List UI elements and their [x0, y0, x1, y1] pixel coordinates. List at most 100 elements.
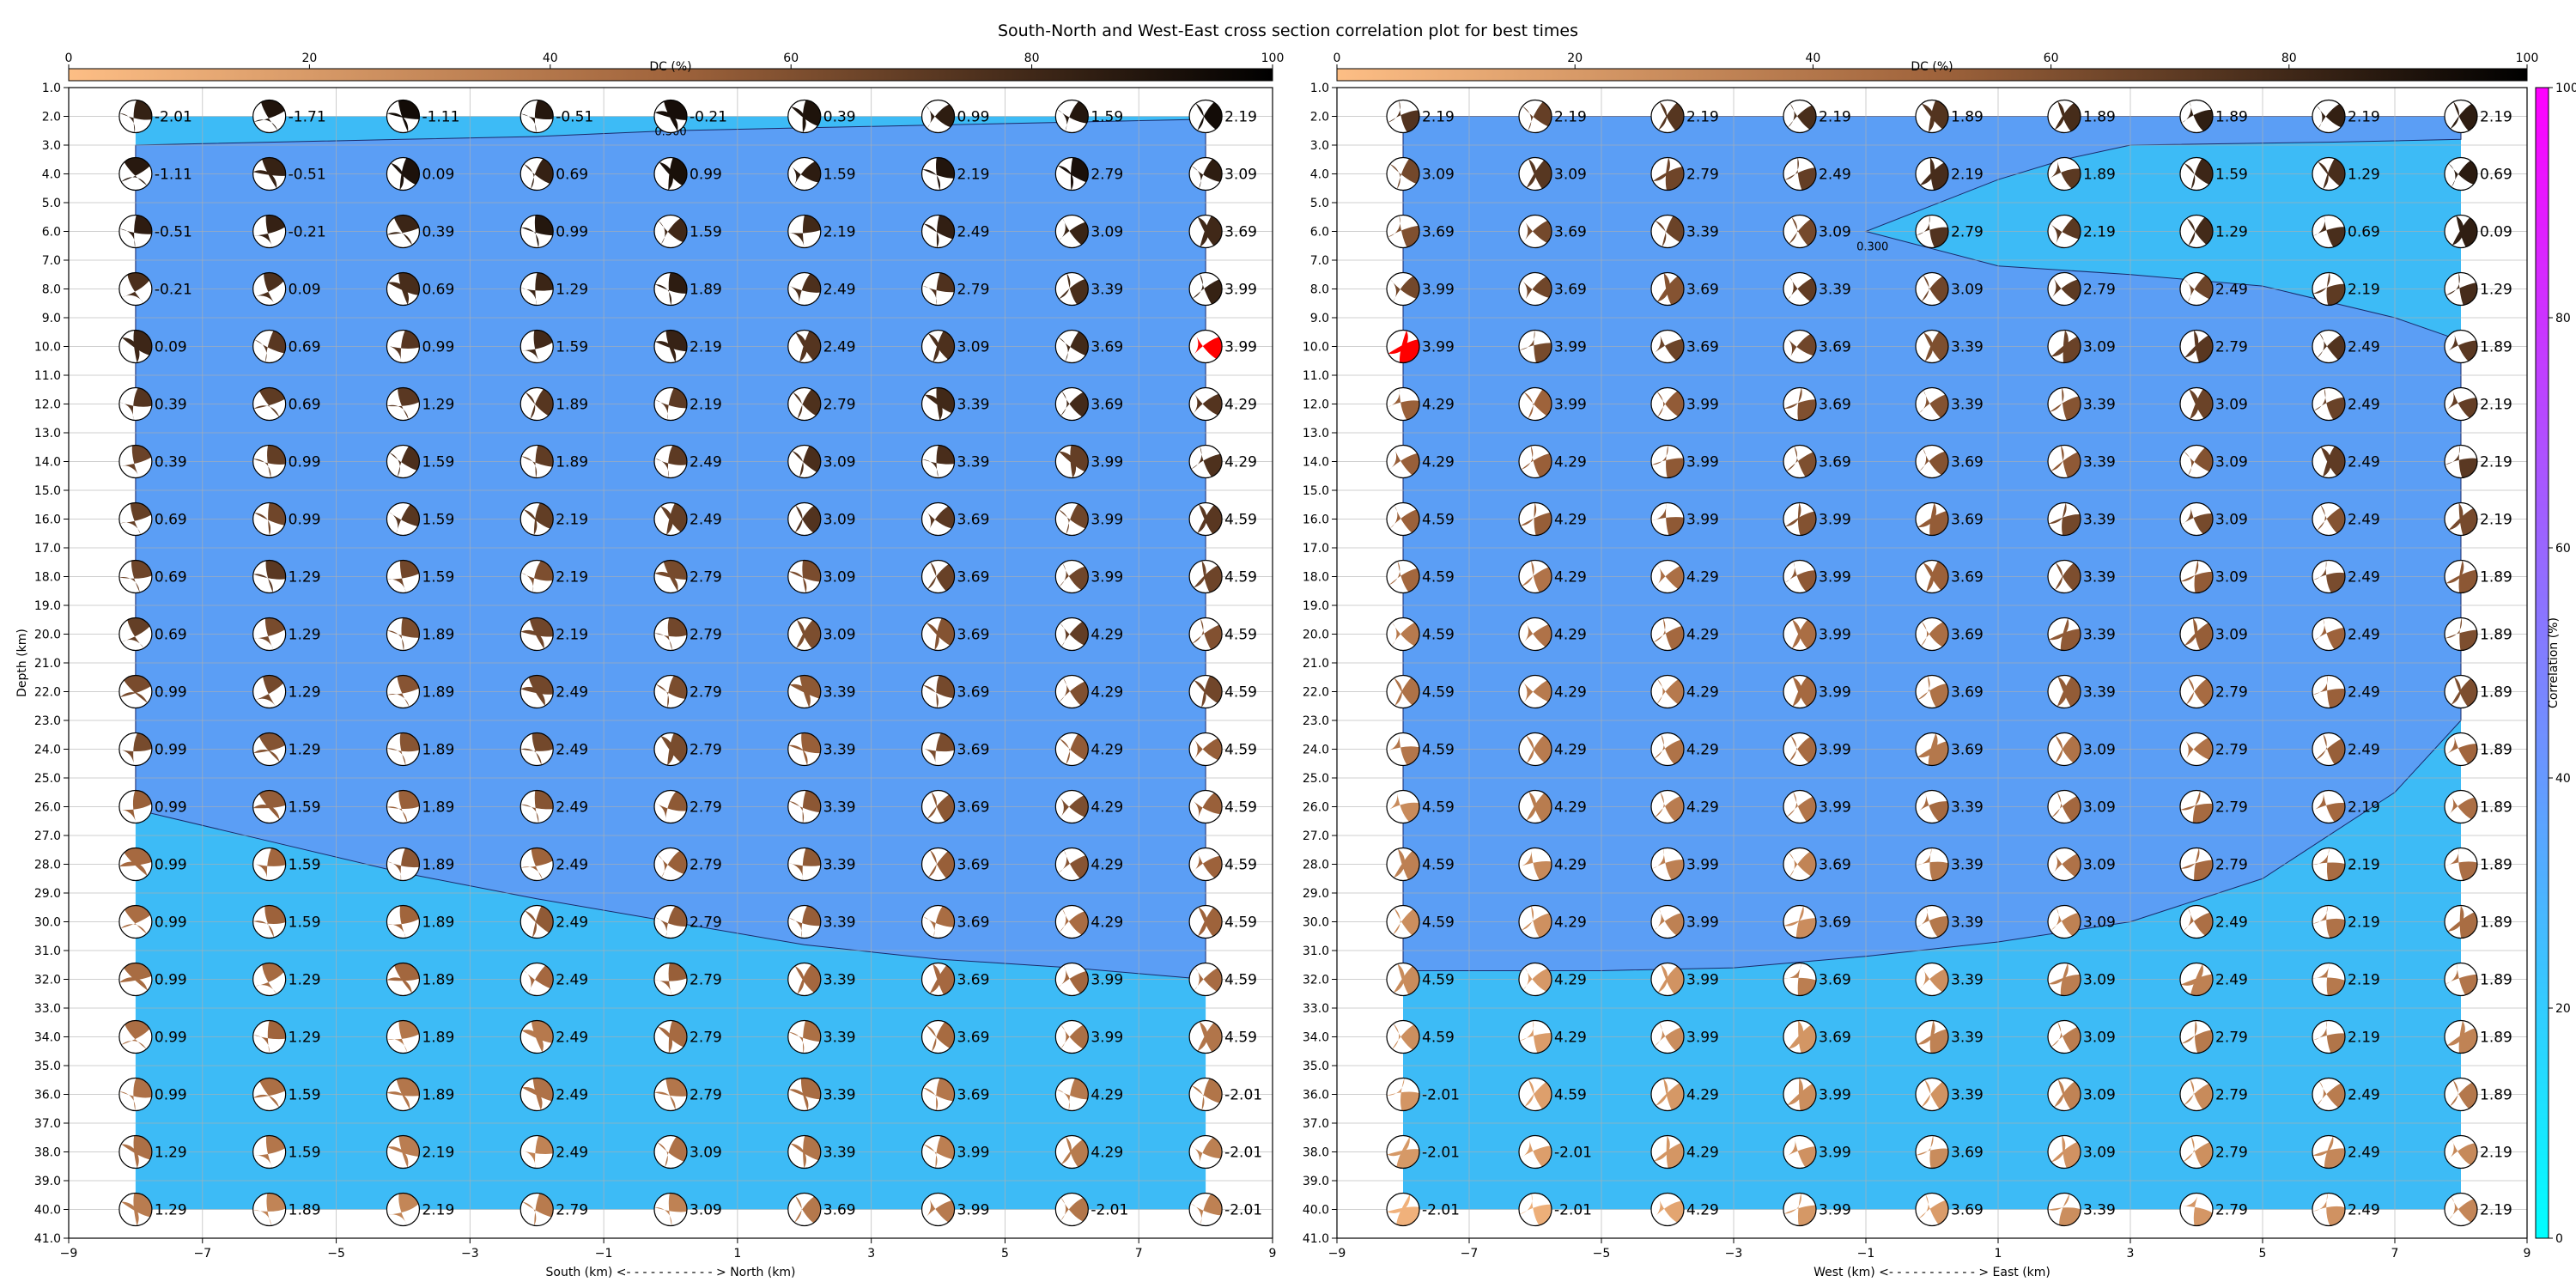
- we-time-label: 4.29: [1686, 742, 1719, 759]
- we-beachball: [1386, 789, 1420, 824]
- sn-beachball: [920, 99, 956, 134]
- sn-time-label: 3.09: [1224, 167, 1257, 184]
- sn-beachball-lobe: [386, 905, 420, 939]
- sn-beachball-outline: [653, 617, 688, 652]
- we-beachball: [2047, 1019, 2081, 1054]
- we-beachball: [1783, 329, 1817, 364]
- we-beachball-outline: [2047, 1192, 2081, 1227]
- we-time-label: 3.69: [1951, 1202, 1984, 1219]
- we-beachball-lobe: [2312, 1020, 2345, 1054]
- we-beachball: [2179, 962, 2214, 997]
- we-beachball-lobe: [1656, 391, 1684, 417]
- corr-tick-label-60: 60: [2555, 542, 2571, 556]
- sn-beachball-outline: [653, 847, 688, 882]
- we-time-label: 4.29: [1686, 569, 1719, 586]
- sn-time-label: 3.39: [823, 914, 856, 932]
- sn-beachball: [653, 99, 688, 134]
- we-beachball: [2312, 1192, 2346, 1227]
- we-beachball: [1386, 214, 1420, 249]
- sn-beachball: [1054, 1019, 1089, 1054]
- sn-beachball: [386, 444, 421, 479]
- sn-beachball-outline: [787, 214, 822, 249]
- we-beachball: [2312, 962, 2346, 997]
- sn-beachball-outline: [920, 962, 956, 997]
- sn-time-label: 3.99: [1091, 512, 1123, 529]
- we-beachball-lobe: [1655, 792, 1684, 822]
- dc-right-tick-label-60: 60: [2044, 52, 2059, 65]
- we-time-label: 4.59: [1422, 799, 1455, 817]
- sn-beachball-lobe: [1194, 676, 1223, 708]
- we-time-label: 3.99: [1686, 454, 1719, 471]
- we-xtick-label: 3: [2127, 1247, 2135, 1261]
- we-time-label: 3.09: [2083, 742, 2116, 759]
- we-beachball-lobe: [1785, 502, 1816, 536]
- we-beachball: [1915, 444, 1949, 479]
- we-beachball-lobe: [1387, 1194, 1419, 1226]
- correlation-colorbar-label: Correlation (%): [2547, 617, 2561, 708]
- we-beachball-lobe: [2317, 1081, 2345, 1108]
- sn-time-label: 0.99: [155, 972, 187, 989]
- we-time-label: 3.39: [1819, 282, 1851, 299]
- corr-tick-label-100: 100: [2555, 82, 2576, 95]
- sn-beachball: [386, 904, 421, 939]
- we-time-label: 2.49: [2215, 972, 2248, 989]
- sn-beachball-outline: [1188, 214, 1223, 249]
- sn-beachball-outline: [386, 271, 421, 307]
- sn-beachball-lobe: [654, 560, 687, 592]
- panel-south-north-grid: [68, 87, 1273, 1239]
- we-time-label: 2.19: [1686, 109, 1719, 126]
- sn-time-label: 3.39: [823, 1030, 856, 1047]
- we-beachball-outline: [2047, 617, 2081, 652]
- we-ytick-label: 16.0: [1303, 513, 1329, 527]
- sn-beachball: [118, 444, 153, 479]
- we-beachball-outline: [2312, 847, 2346, 882]
- we-beachball: [1915, 904, 1949, 939]
- sn-time-label: 2.49: [690, 512, 722, 529]
- sn-beachball-outline: [653, 904, 688, 939]
- sn-time-label: 2.19: [957, 167, 990, 184]
- sn-beachball: [787, 962, 822, 997]
- we-beachball-outline: [1518, 501, 1552, 537]
- we-beachball-lobe: [2050, 276, 2081, 301]
- sn-beachball: [1054, 1134, 1089, 1170]
- sn-beachball-lobe: [386, 330, 420, 363]
- sn-beachball-lobe: [654, 963, 687, 996]
- sn-beachball-lobe: [927, 562, 955, 592]
- sn-beachball-outline: [1188, 617, 1223, 652]
- we-time-label: 3.69: [1951, 454, 1984, 471]
- we-beachball-outline: [1650, 1192, 1685, 1227]
- we-beachball-lobe: [1656, 678, 1684, 705]
- we-ytick-label: 37.0: [1303, 1117, 1329, 1131]
- we-time-label: 2.79: [2215, 339, 2248, 356]
- sn-time-label: 3.69: [957, 1030, 990, 1047]
- sn-time-label: 4.59: [1224, 569, 1257, 586]
- we-beachball-outline: [1915, 214, 1949, 249]
- sn-time-label: 0.99: [690, 167, 722, 184]
- we-beachball-outline: [1386, 732, 1420, 767]
- sn-ytick-label: 4.0: [42, 168, 61, 182]
- sn-time-label: 3.99: [1091, 972, 1123, 989]
- sn-beachball: [920, 156, 956, 191]
- we-beachball-outline: [2179, 1077, 2214, 1112]
- sn-beachball: [920, 444, 956, 479]
- sn-time-label: 4.59: [1224, 914, 1257, 932]
- sn-beachball: [386, 271, 421, 307]
- sn-beachball: [118, 847, 153, 882]
- we-time-label: 2.19: [2480, 512, 2512, 529]
- we-beachball-outline: [1518, 559, 1552, 594]
- we-xtick-label: 1: [1995, 1247, 2002, 1261]
- we-beachball: [1650, 559, 1685, 594]
- we-beachball-outline: [1518, 214, 1552, 249]
- panel-south-north-axes: −9 −7 −5 −3 −1 1 3 5 7 91.02.03.04.05.06.07.08.09…: [15, 82, 1276, 1279]
- dc-right-tick-label-80: 80: [2281, 52, 2297, 65]
- sn-beachball-outline: [1054, 271, 1089, 307]
- sn-beachball-lobe: [253, 732, 286, 762]
- sn-xtick-label: 7: [1135, 1247, 1143, 1261]
- sn-beachball: [787, 1019, 822, 1054]
- sn-beachball-outline: [920, 617, 956, 652]
- we-time-label: 2.79: [2215, 1030, 2248, 1047]
- we-beachball-lobe: [1388, 561, 1419, 592]
- we-beachball: [2047, 732, 2081, 767]
- sn-beachball: [920, 962, 956, 997]
- dc-right-tick-label-40: 40: [1805, 52, 1820, 65]
